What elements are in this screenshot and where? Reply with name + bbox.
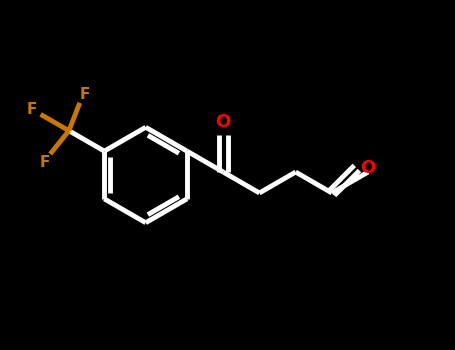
Text: F: F [40,155,51,170]
Text: F: F [80,87,90,101]
Text: O: O [361,159,376,177]
Text: O: O [216,113,231,131]
Text: F: F [27,102,37,117]
